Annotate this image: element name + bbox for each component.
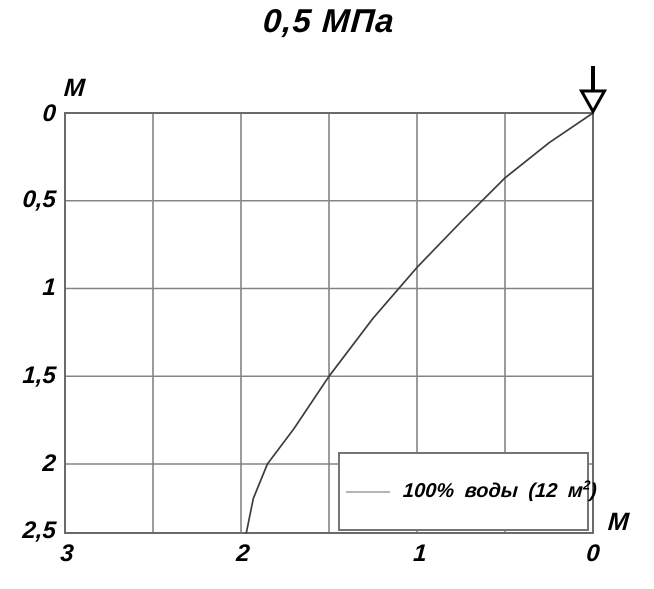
x-tick-1: 1: [412, 540, 428, 567]
x-tick-3: 3: [59, 540, 75, 567]
y-tick-0: 0: [41, 100, 57, 127]
x-tick-0: 0: [585, 540, 601, 567]
legend-box: 100% воды (12 м2): [338, 452, 597, 531]
trajectory-curve: [245, 112, 594, 534]
legend-label: 100% воды (12 м2): [402, 477, 598, 502]
x-tick-2: 2: [235, 540, 251, 567]
plot-border: [64, 112, 594, 534]
y-tick-1: 1: [41, 274, 57, 301]
y-tick-0_5: 0,5: [21, 186, 57, 213]
jet-source-arrow-icon: [578, 66, 608, 115]
y-tick-1_5: 1,5: [21, 362, 57, 389]
y-tick-2: 2: [41, 450, 57, 477]
legend-line-sample: [346, 490, 390, 493]
y-tick-2_5: 2,5: [21, 517, 57, 544]
